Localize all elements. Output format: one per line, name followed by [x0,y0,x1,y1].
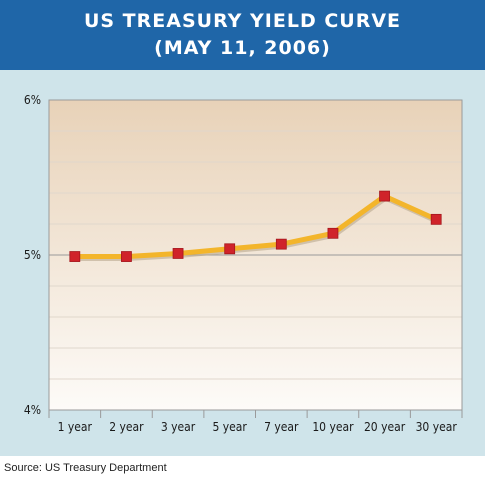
chart-title-line2: (MAY 11, 2006) [154,37,331,59]
data-point [121,251,132,262]
x-tick-label: 10 year [312,420,354,434]
x-tick-label: 1 year [58,420,93,434]
x-tick-label: 2 year [109,420,144,434]
data-point [379,190,390,202]
chart-header: US TREASURY YIELD CURVE (MAY 11, 2006) [0,0,485,70]
y-axis-labels: 4% 5% 6% [24,93,41,417]
source-note: Source: US Treasury Department [4,462,167,474]
data-point [172,248,184,259]
y-tick-label: 4% [24,403,41,417]
data-point [430,213,442,225]
data-point [69,251,81,262]
y-tick-label: 6% [24,93,41,107]
data-point [224,243,236,255]
x-axis-labels: 1 year 2 year 3 year 5 year 7 year 10 year 20 … [58,420,458,434]
series-line [72,193,439,260]
series-yield [72,193,439,262]
x-tick-label: 7 year [264,420,299,434]
data-point [275,238,287,250]
data-markers [69,190,442,262]
chart-title-line1: US TREASURY YIELD CURVE [83,10,402,32]
x-tick-label: 20 year [364,420,406,434]
y-tick-label: 5% [24,248,41,262]
x-axis-ticks [48,410,463,418]
x-tick-label: 3 year [161,420,196,434]
x-tick-label: 30 year [416,420,458,434]
data-point [327,227,339,239]
x-tick-label: 5 year [212,420,247,434]
